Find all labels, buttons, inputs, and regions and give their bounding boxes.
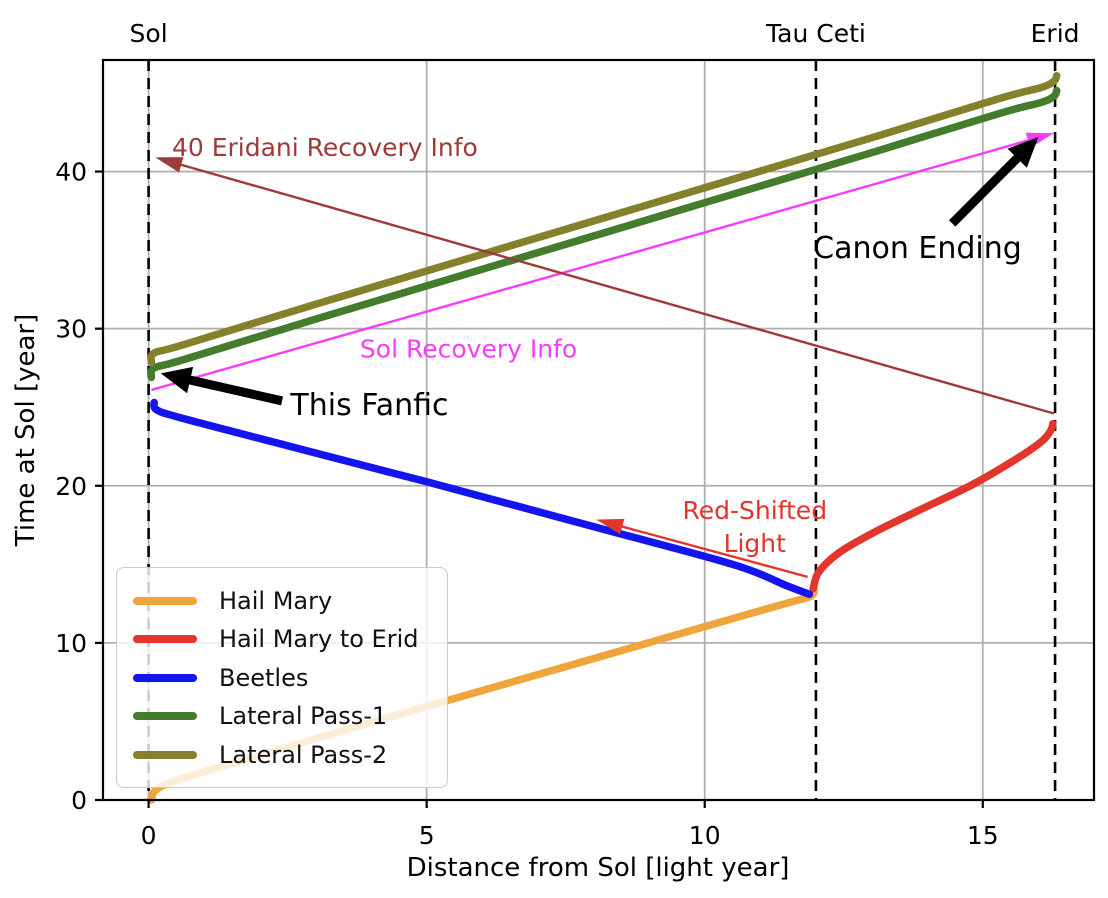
series-line-lateral-pass-2 <box>147 71 1061 367</box>
red-shifted-light-arrow-shaft <box>619 524 808 579</box>
y-axis-label: Time at Sol [year] <box>11 314 41 547</box>
legend-entry-label: Lateral Pass-1 <box>219 702 388 730</box>
40-eridani-recovery-info-arrow-shaft <box>178 162 1055 415</box>
annotation-texts: Sol Recovery Info 40 Eridani Recovery Inf… <box>172 133 1022 558</box>
y-tick-label-10: 10 <box>55 629 87 658</box>
landmark-label-erid: Erid <box>1031 19 1080 48</box>
sol-recovery-info-label: Sol Recovery Info <box>360 335 577 364</box>
x-axis-label: Distance from Sol [light year] <box>407 853 790 883</box>
legend-entry-label: Beetles <box>219 663 309 692</box>
legend-swatch <box>133 712 197 720</box>
x-tick-label-5: 5 <box>419 821 435 850</box>
red-shifted-light-label: Light <box>724 529 787 558</box>
y-tick-label-30: 30 <box>55 315 87 344</box>
annotation-arrows <box>151 132 1055 579</box>
legend-entry-lateral-pass-2: Lateral Pass-2 <box>133 741 431 769</box>
legend: Hail Mary Hail Mary to Erid Beetles Lateral… <box>116 567 448 788</box>
y-tick-label-0: 0 <box>71 786 87 815</box>
axes-frame <box>101 58 1096 802</box>
canon-ending-arrow-shaft <box>949 152 1023 227</box>
40-eridani-recovery-info-arrow-head <box>155 157 184 173</box>
legend-entry-lateral-pass-1: Lateral Pass-1 <box>133 702 431 730</box>
series-line-beetles <box>150 398 814 598</box>
this-fanfic-arrow-head <box>160 366 194 394</box>
canon-ending-label: Canon Ending <box>813 231 1022 266</box>
x-tick-label-0: 0 <box>141 821 157 850</box>
legend-swatch <box>133 635 197 643</box>
legend-entry-label: Lateral Pass-2 <box>219 740 388 769</box>
landmark-labels: Sol Tau Ceti Erid <box>130 19 1080 48</box>
legend-entry-beetles: Beetles <box>133 664 431 692</box>
canon-ending-arrow-head <box>1007 137 1039 168</box>
this-fanfic-arrow-shaft <box>186 375 284 406</box>
legend-swatch <box>133 750 197 759</box>
legend-swatch <box>133 673 197 682</box>
red-shifted-light-arrow-head <box>596 518 625 535</box>
series-line-hail-mary-to-erid <box>809 419 1057 593</box>
legend-entry-hail-mary-to-erid: Hail Mary to Erid <box>133 625 431 653</box>
legend-swatch <box>133 596 197 605</box>
x-tick-label-15: 15 <box>967 821 999 850</box>
axis-ticks <box>95 170 984 808</box>
landmark-label-sol: Sol <box>130 19 168 48</box>
this-fanfic-label: This Fanfic <box>289 388 448 423</box>
sol-recovery-info-arrow-shaft <box>151 138 1032 392</box>
40-eridani-recovery-info-label: 40 Eridani Recovery Info <box>172 133 478 162</box>
series-line-lateral-pass-1 <box>147 86 1061 382</box>
tick-labels: 0 5 10 15 0 10 20 30 40 <box>55 158 998 850</box>
landmark-label-tau-ceti: Tau Ceti <box>765 19 866 48</box>
y-tick-label-20: 20 <box>55 472 87 501</box>
y-tick-label-40: 40 <box>55 158 87 187</box>
legend-entry-hail-mary: Hail Mary <box>133 587 431 615</box>
red-shifted-light-label: Red-Shifted <box>682 496 827 525</box>
plot-border <box>101 58 1096 802</box>
legend-entry-label: Hail Mary to Erid <box>219 625 419 653</box>
x-tick-label-10: 10 <box>689 821 721 850</box>
legend-entry-label: Hail Mary <box>219 586 333 615</box>
